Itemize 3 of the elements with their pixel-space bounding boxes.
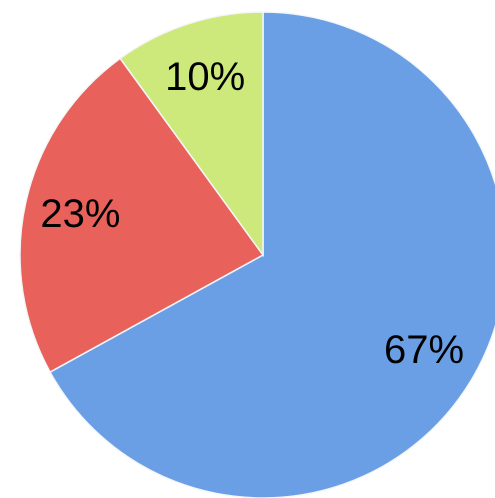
- data-label: 67%: [384, 328, 464, 372]
- data-label: 23%: [40, 192, 120, 236]
- data-label: 10%: [165, 55, 246, 100]
